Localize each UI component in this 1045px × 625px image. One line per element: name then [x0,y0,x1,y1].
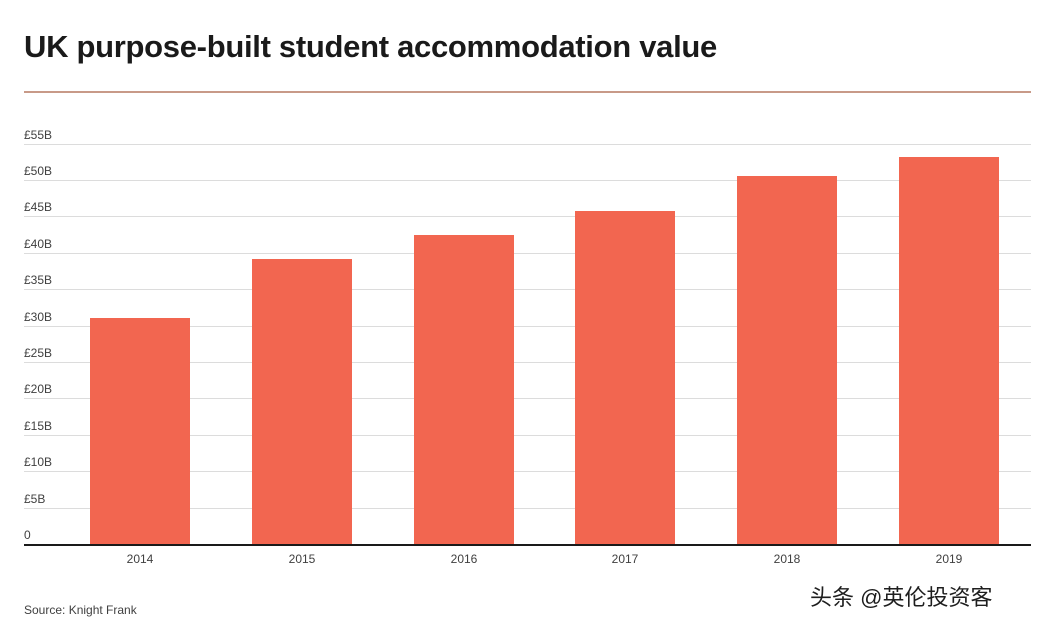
y-axis-tick-label: £30B [24,310,53,324]
y-axis-tick-label: £35B [24,273,53,287]
x-axis-tick-label: 2019 [935,552,963,566]
gridline [24,253,1031,254]
bar-2015 [252,259,352,544]
gridline [24,180,1031,181]
x-axis-tick-label: 2018 [773,552,801,566]
y-axis-tick-label: £5B [24,492,46,506]
x-axis-tick-label: 2014 [126,552,154,566]
gridline [24,398,1031,399]
source-note: Source: Knight Frank [24,603,137,617]
y-axis-tick-label: 0 [24,528,31,542]
y-axis-tick-label: £15B [24,419,53,433]
y-axis-tick-label: £40B [24,237,53,251]
y-axis-tick-label: £25B [24,346,53,360]
bar-2018 [737,176,837,544]
gridline [24,289,1031,290]
gridline [24,144,1031,145]
gridline [24,216,1031,217]
gridline [24,362,1031,363]
gridline [24,471,1031,472]
gridline [24,435,1031,436]
bar-2014 [90,318,190,544]
watermark: 头条 @英伦投资客 [810,585,993,610]
title-divider [24,91,1031,93]
y-axis-tick-label: £10B [24,455,53,469]
x-axis-tick-label: 2015 [288,552,316,566]
y-axis-tick-label: £50B [24,164,53,178]
bar-2016 [414,235,514,544]
gridline [24,326,1031,327]
bar-2019 [899,157,999,544]
x-axis-line [24,544,1031,546]
x-axis-tick-label: 2016 [450,552,478,566]
bar-2017 [575,211,675,544]
y-axis-tick-label: £55B [24,128,53,142]
y-axis-tick-label: £20B [24,382,53,396]
gridline [24,508,1031,509]
x-axis-tick-label: 2017 [611,552,639,566]
y-axis-tick-label: £45B [24,200,53,214]
chart-title: UK purpose-built student accommodation v… [24,29,717,64]
